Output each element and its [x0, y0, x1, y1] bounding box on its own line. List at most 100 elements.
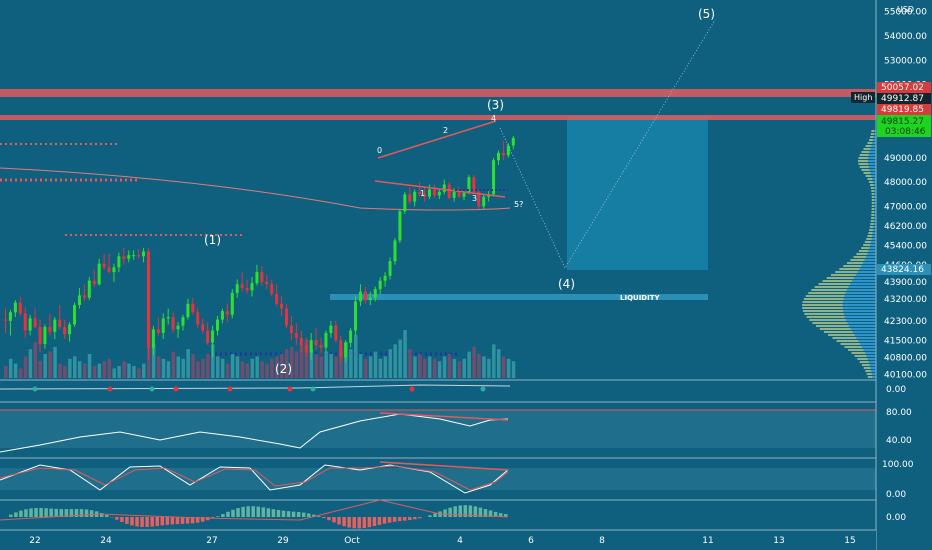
profile-bar: [854, 355, 876, 357]
profile-bar-peak: [874, 202, 876, 204]
profile-bar: [857, 160, 876, 162]
profile-bar-peak: [851, 280, 876, 282]
sub-wave-label: 3: [472, 194, 477, 203]
macd-bar: [130, 517, 134, 526]
sub-wave-label: 0: [377, 146, 382, 155]
profile-bar: [871, 214, 876, 216]
profile-bar-peak: [874, 208, 876, 210]
profile-bar: [840, 343, 876, 345]
price-axis[interactable]: USD55000.0054000.0053000.0052000.0051000…: [875, 0, 932, 550]
volume-bar: [511, 361, 516, 378]
candle-body: [161, 318, 165, 333]
high-tag: High: [851, 92, 876, 103]
channel-upper: [377, 120, 497, 159]
time-tick: 22: [29, 536, 40, 546]
macd-bar: [473, 506, 478, 517]
volume-bar: [339, 346, 343, 378]
volume-bar: [427, 356, 432, 378]
volume-bar: [260, 361, 264, 378]
profile-bar: [814, 286, 876, 288]
volume-profile: [802, 130, 876, 378]
candle-body: [447, 184, 451, 198]
volume-bar: [393, 344, 397, 378]
profile-bar: [818, 283, 876, 285]
time-tick: 29: [277, 536, 289, 546]
profile-bar: [864, 241, 876, 243]
profile-bar: [802, 301, 876, 303]
candle-body: [112, 267, 116, 273]
volume-bar: [4, 366, 8, 378]
profile-bar: [866, 373, 876, 375]
price-tick: 43200.00: [884, 295, 927, 305]
macd-bar: [115, 517, 119, 520]
candle-body: [142, 251, 146, 257]
profile-bar: [861, 364, 876, 366]
profile-bar: [851, 352, 876, 354]
level2-value-box: [877, 104, 931, 115]
time-axis[interactable]: 22 24 27 29 Oct 4 6 8 11 13 15: [0, 529, 876, 550]
candle-body: [265, 281, 269, 285]
macd-bar: [347, 517, 351, 528]
volume-bar: [403, 330, 407, 378]
macd-bar: [155, 517, 159, 527]
profile-bar-peak: [870, 241, 876, 243]
candle-body: [314, 340, 318, 346]
profile-bar-peak: [870, 172, 876, 174]
macd-bar: [312, 514, 316, 517]
candle-body: [398, 211, 402, 241]
candle-body: [462, 193, 466, 197]
candle-body: [383, 275, 387, 281]
price-tick: 40100.00: [884, 370, 927, 380]
volume-bar: [63, 366, 67, 378]
profile-bar-peak: [873, 187, 876, 189]
macd-bar: [291, 511, 296, 517]
profile-bar: [871, 199, 876, 201]
macd-bar: [377, 517, 382, 525]
candle-body: [146, 251, 150, 348]
volume-bar: [413, 356, 417, 378]
sub-wave-label: 5?: [514, 200, 523, 209]
profile-bar-peak: [852, 331, 876, 333]
candle-body: [176, 325, 180, 330]
profile-bar: [858, 157, 876, 159]
macd-bar: [120, 517, 124, 522]
candle-body: [151, 329, 155, 348]
profile-bar: [857, 358, 876, 360]
candles[interactable]: [4, 135, 515, 363]
macd-bar: [170, 517, 175, 525]
level-value: 49912.87: [881, 94, 924, 104]
rsi-line: [0, 413, 509, 453]
price-tick: 40800.00: [884, 353, 927, 363]
time-tick: 13: [773, 536, 784, 546]
candle-body: [156, 329, 160, 333]
volume-bar: [18, 368, 23, 378]
profile-bar-peak: [868, 163, 876, 165]
macd-bar: [140, 517, 144, 527]
macd-bar: [342, 517, 346, 527]
profile-bar: [861, 247, 876, 249]
volume-bar: [151, 344, 156, 378]
profile-bar-peak: [868, 157, 876, 159]
volume-bar: [206, 354, 210, 378]
signal-dot: [480, 386, 486, 392]
profile-bar-peak: [873, 211, 876, 213]
price-tick: 54000.00: [884, 32, 927, 42]
macd-bar: [317, 516, 321, 517]
volume-bar: [176, 356, 181, 378]
volume-bar: [53, 346, 57, 378]
profile-bar: [871, 211, 876, 213]
rsi-trendline: [379, 412, 509, 421]
candle-body: [186, 303, 190, 318]
profile-bar-peak: [848, 286, 876, 288]
profile-bar-peak: [864, 259, 876, 261]
volume-bar: [255, 356, 259, 378]
profile-bar: [867, 376, 876, 378]
macd-bar: [413, 517, 417, 520]
candle-body: [92, 280, 96, 285]
candle-body: [472, 177, 476, 192]
volume-bar: [314, 354, 319, 378]
macd-bar: [185, 517, 190, 524]
signal-dot: [107, 386, 113, 392]
volume-bar: [388, 349, 393, 378]
